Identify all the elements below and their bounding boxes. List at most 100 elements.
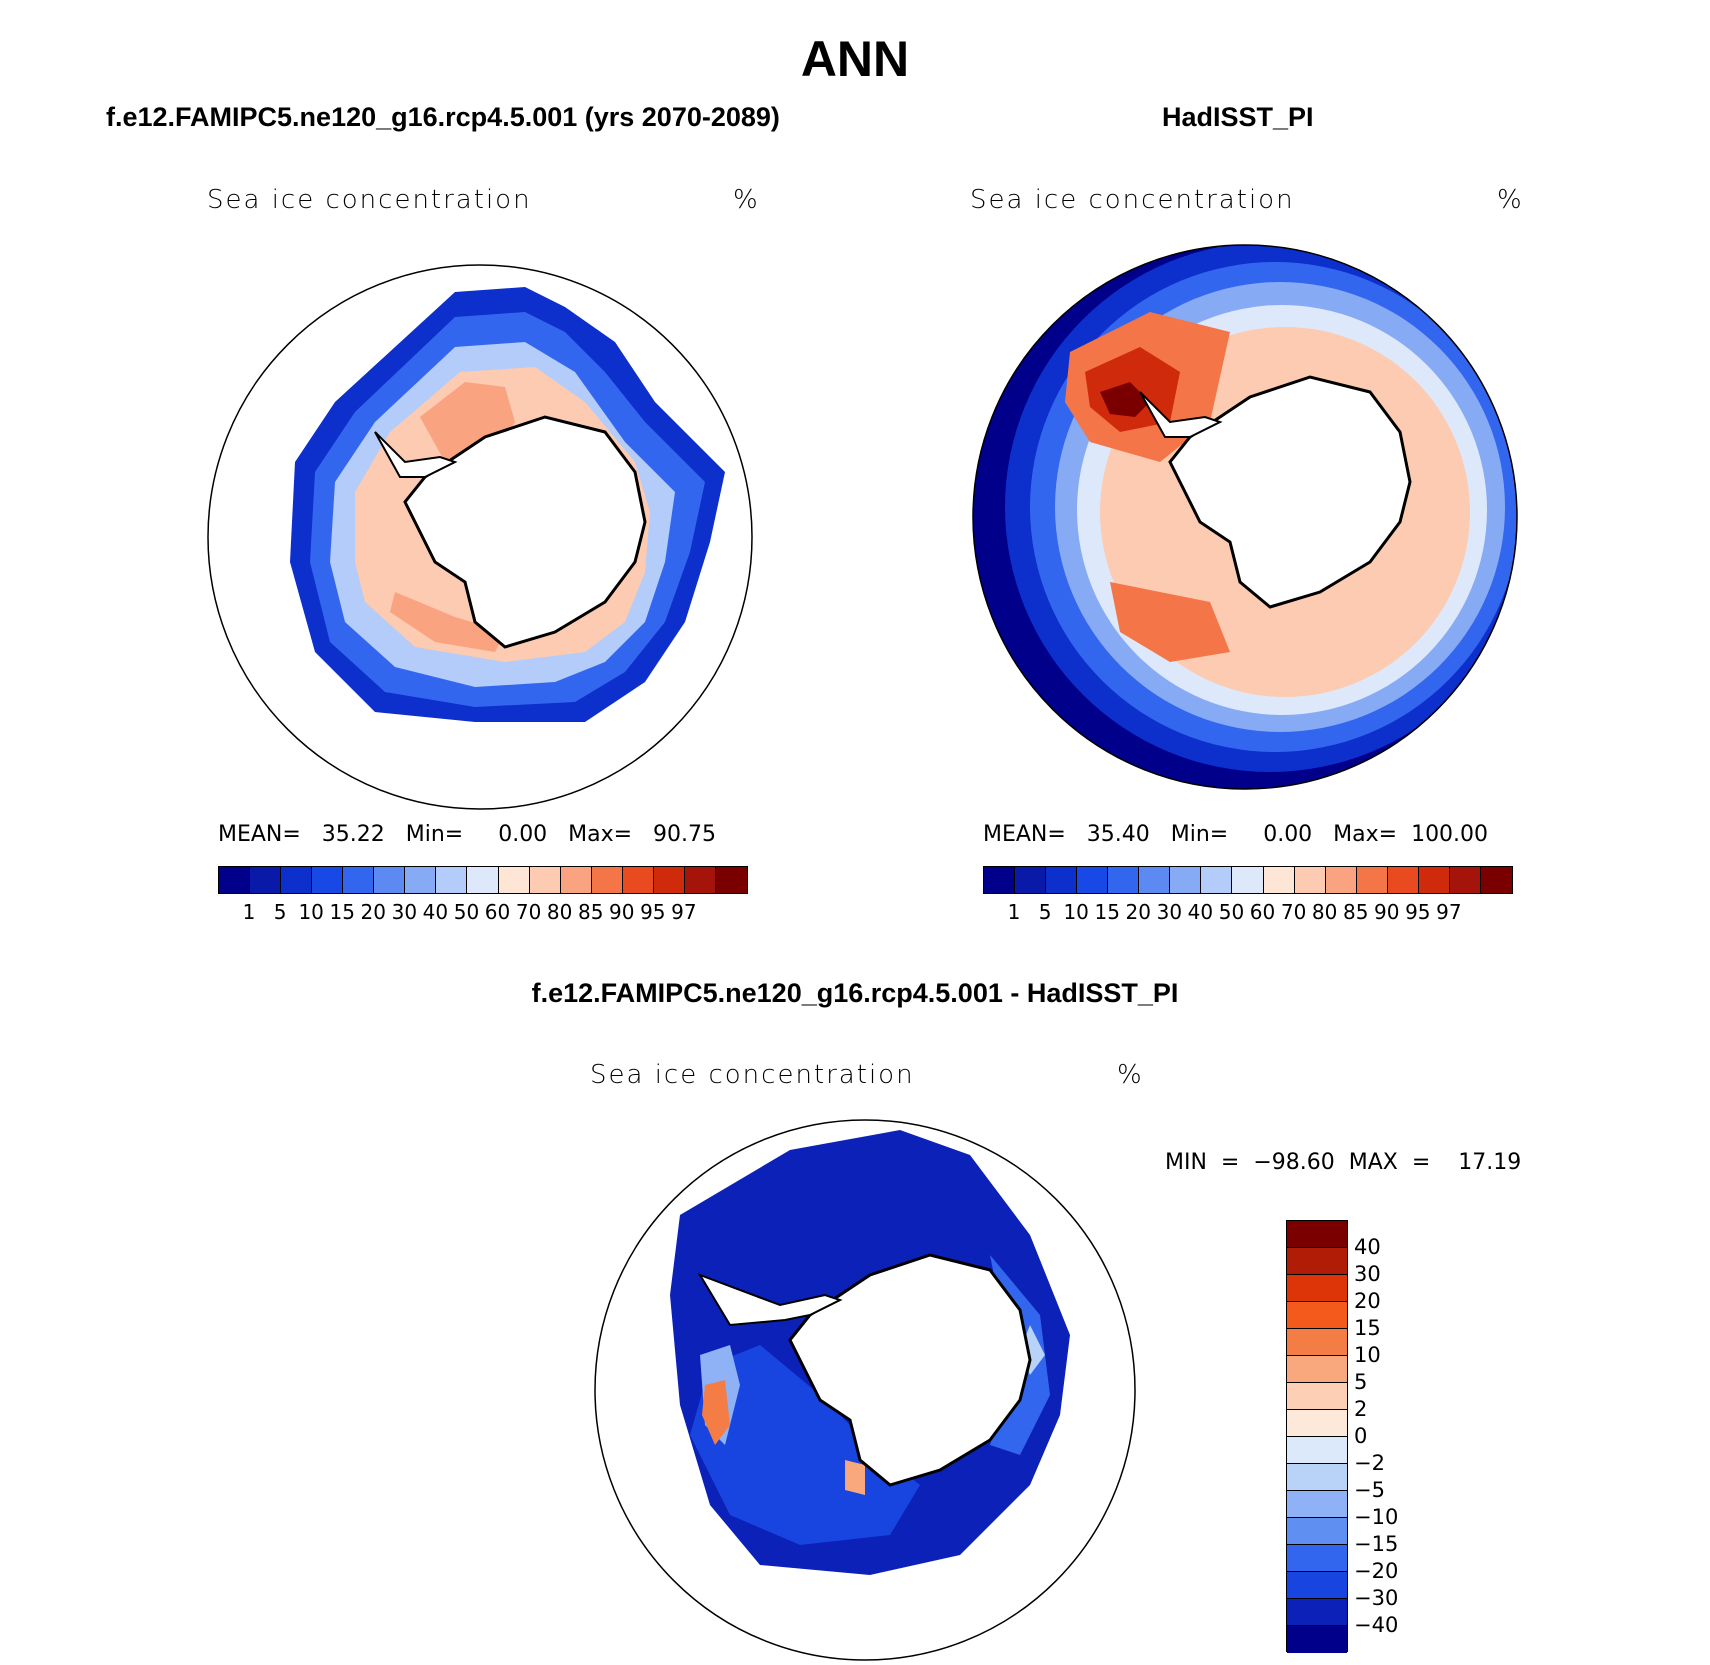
panel2-map [972,244,1518,790]
panel2-colorbar-box [984,867,1016,893]
panel1-colorbar-label: 85 [577,900,604,924]
panel1-colorbar-box [622,867,654,893]
panel1-title: f.e12.FAMIPC5.ne120_g16.rcp4.5.001 (yrs … [106,102,780,132]
panel3-colorbar-box [1287,1410,1347,1437]
panel1-colorbar-label: 1 [242,900,256,924]
panel1-colorbar-box [436,867,468,893]
panel3-colorbar-box [1287,1572,1347,1599]
panel1-units-label: % [733,185,760,215]
panel1-colorbar-label: 15 [329,900,355,924]
panel1-colorbar-box [467,867,499,893]
panel1-colorbar-box [591,867,623,893]
panel3-diff-positive2 [845,1460,865,1495]
panel1-colorbar-label: 90 [609,900,635,924]
panel3-colorbar-box [1287,1599,1347,1626]
panel1-colorbar [218,866,748,894]
panel2-colorbar-box [1356,867,1388,893]
panel2-colorbar-label: 50 [1218,900,1245,924]
panel2-colorbar-box [1480,867,1512,893]
panel3-colorbar-label: −30 [1354,1586,1399,1610]
panel3-colorbar-label: 15 [1354,1316,1381,1340]
panel2-colorbar-box [1077,867,1109,893]
panel1-map [207,264,753,810]
panel3-colorbar-label: −15 [1354,1532,1399,1556]
panel1-colorbar-label: 97 [671,900,697,924]
panel3-colorbar-box [1287,1545,1347,1572]
panel1-colorbar-box [405,867,437,893]
panel2-colorbar-box [1263,867,1295,893]
panel3-colorbar-box [1287,1518,1347,1545]
panel1-antarctica [403,415,647,649]
panel3-colorbar-label: −20 [1354,1559,1399,1583]
panel1-colorbar-label: 20 [360,900,387,924]
panel1-stats: MEAN= 35.22 Min= 0.00 Max= 90.75 [218,822,717,847]
panel2-colorbar-box [1015,867,1047,893]
panel3-colorbar-box [1287,1275,1347,1302]
panel2-units-label: % [1497,185,1524,215]
panel3-peninsula [697,1273,843,1327]
panel3-title: f.e12.FAMIPC5.ne120_g16.rcp4.5.001 - Had… [531,978,1179,1008]
panel3-colorbar [1286,1220,1348,1653]
panel2-colorbar-box [1325,867,1357,893]
panel1-colorbar-box [281,867,313,893]
panel1-colorbar-label: 5 [273,900,287,924]
panel1-colorbar-box [374,867,406,893]
panel1-colorbar-label: 95 [640,900,666,924]
panel3-colorbar-box [1287,1464,1347,1491]
panel1-colorbar-label: 10 [298,900,324,924]
panel2-colorbar-label: 95 [1405,900,1431,924]
panel2-colorbar-label: 30 [1156,900,1183,924]
panel3-colorbar-label: 10 [1354,1343,1381,1367]
panel2-colorbar-label: 97 [1436,900,1462,924]
panel2-colorbar-box [1108,867,1140,893]
panel1-colorbar-label: 70 [515,900,542,924]
panel3-colorbar-box [1287,1248,1347,1275]
panel3-colorbar-label: −10 [1354,1505,1399,1529]
panel2-colorbar-box [1387,867,1419,893]
panel2-ross-orange [1110,582,1230,662]
panel2-colorbar-box [1418,867,1450,893]
panel3-colorbar-box [1287,1221,1347,1248]
panel3-colorbar-label: −5 [1354,1478,1385,1502]
panel2-colorbar-box [1046,867,1078,893]
panel2-colorbar-label: 85 [1342,900,1369,924]
panel2-title: HadISST_PI [1162,102,1314,132]
panel3-stats: MIN = −98.60 MAX = 17.19 [1165,1150,1522,1175]
panel3-colorbar-box [1287,1329,1347,1356]
panel3-colorbar-box [1287,1437,1347,1464]
panel2-colorbar-label: 80 [1311,900,1338,924]
panel2-colorbar-box [1201,867,1233,893]
panel2-weddell-core [1100,382,1150,417]
panel1-ice-band-orange2 [390,592,505,652]
panel2-peninsula [1139,391,1223,438]
panel2-colorbar-box [1139,867,1171,893]
panel1-colorbar-box [529,867,561,893]
panel2-colorbar-label: 5 [1038,900,1052,924]
panel2-stats: MEAN= 35.40 Min= 0.00 Max= 100.00 [983,822,1489,847]
panel2-colorbar-box [1232,867,1264,893]
panel3-units-label: % [1117,1060,1144,1090]
panel1-colorbar-box [653,867,685,893]
panel2-colorbar-label: 40 [1187,900,1214,924]
panel2-colorbar-box [1294,867,1326,893]
panel3-colorbar-box [1287,1356,1347,1383]
figure-title: ANN [800,31,910,87]
panel2-colorbar-label: 1 [1007,900,1021,924]
panel1-colorbar-box [498,867,530,893]
panel2-colorbar-box [1170,867,1202,893]
panel1-colorbar-box [250,867,282,893]
panel3-diff-positive [702,1380,730,1445]
panel3-colorbar-label: 30 [1354,1262,1381,1286]
panel1-peninsula [374,431,458,478]
panel1-colorbar-box [219,867,251,893]
panel2-colorbar-label: 10 [1063,900,1089,924]
panel2-colorbar-box [1449,867,1481,893]
panel3-colorbar-label: 40 [1354,1235,1381,1259]
panel1-colorbar-label: 30 [391,900,418,924]
panel1-colorbar-box [312,867,344,893]
panel1-colorbar-label: 60 [484,900,511,924]
panel1-colorbar-box [684,867,716,893]
panel1-colorbar-box [343,867,375,893]
panel1-colorbar-label: 80 [546,900,573,924]
panel1-colorbar-label: 40 [422,900,449,924]
